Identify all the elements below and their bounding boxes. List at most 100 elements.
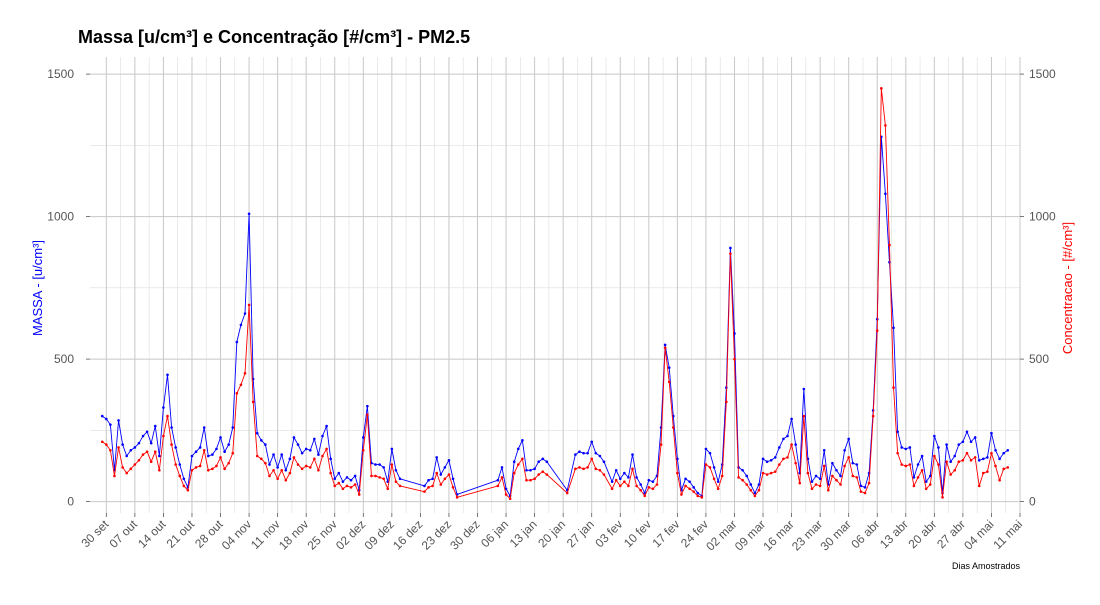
x-tick-label: 30 set (78, 517, 111, 550)
data-point-concentracao (198, 464, 202, 468)
data-point-massa (696, 491, 700, 495)
data-point-massa (227, 443, 230, 446)
data-point-concentracao (190, 468, 194, 472)
data-point-massa (223, 450, 226, 454)
data-point-concentracao (374, 474, 377, 478)
data-point-concentracao (986, 470, 989, 473)
data-point-concentracao (720, 474, 724, 478)
data-point-concentracao (920, 468, 924, 472)
data-point-massa (712, 466, 716, 469)
data-point-concentracao (292, 456, 296, 459)
data-point-concentracao (969, 458, 973, 462)
data-point-concentracao (333, 484, 337, 488)
data-point-massa (121, 443, 124, 446)
data-point-concentracao (325, 447, 328, 451)
x-tick-label: 04 mai (961, 517, 996, 552)
data-point-concentracao (149, 460, 153, 464)
x-tick-label: 16 dez (390, 517, 425, 552)
data-point-concentracao (105, 443, 108, 446)
data-point-concentracao (904, 464, 908, 468)
x-tick-label: 02 mar (703, 517, 739, 553)
data-point-concentracao (272, 468, 275, 472)
data-point-massa (835, 468, 838, 472)
y-tick-label-right: 1000 (1029, 210, 1056, 224)
data-point-massa (145, 430, 149, 434)
data-point-concentracao (639, 488, 642, 492)
data-point-concentracao (288, 471, 292, 475)
data-point-concentracao (867, 481, 871, 485)
data-point-massa (961, 440, 965, 444)
data-point-massa (313, 437, 316, 441)
data-point-massa (586, 451, 589, 455)
data-point-massa (802, 387, 806, 391)
data-point-massa (765, 460, 769, 464)
data-point-massa (953, 454, 957, 458)
data-point-concentracao (276, 477, 279, 481)
data-point-concentracao (941, 496, 944, 499)
data-point-concentracao (125, 471, 129, 475)
data-point-massa (623, 471, 626, 475)
data-point-massa (896, 430, 899, 434)
data-point-massa (280, 453, 284, 456)
data-point-massa (741, 468, 744, 472)
data-point-massa (782, 437, 785, 441)
data-point-concentracao (880, 87, 883, 90)
y-axis-label-right: Concentracao - [#/cm³] (1060, 222, 1075, 354)
data-point-massa (321, 434, 324, 438)
data-point-massa (125, 454, 129, 458)
data-point-massa (374, 463, 377, 466)
data-point-massa (300, 451, 304, 455)
x-tick-label: 03 fev (592, 517, 625, 550)
y-tick-label-left: 0 (67, 495, 74, 509)
data-point-concentracao (447, 473, 451, 476)
data-point-massa (451, 477, 455, 481)
data-point-massa (704, 447, 708, 451)
data-point-massa (512, 460, 516, 464)
data-point-concentracao (810, 487, 814, 491)
data-point-massa (345, 476, 349, 479)
data-point-massa (884, 192, 887, 196)
data-point-concentracao (773, 470, 777, 473)
data-point-concentracao (924, 487, 928, 491)
data-point-massa (973, 436, 977, 439)
data-point-concentracao (712, 477, 716, 481)
data-point-concentracao (500, 476, 504, 479)
data-point-concentracao (431, 484, 434, 488)
data-point-concentracao (504, 493, 508, 496)
data-point-massa (761, 457, 765, 461)
data-point-concentracao (378, 476, 381, 479)
x-tick-label: 09 dez (362, 517, 397, 552)
x-tick-label: 16 mar (760, 517, 796, 553)
data-point-massa (288, 457, 292, 461)
x-tick-label: 06 jan (478, 517, 511, 550)
data-point-concentracao (586, 466, 589, 469)
data-point-concentracao (835, 478, 838, 482)
y-tick-label-left: 1000 (47, 210, 74, 224)
data-point-concentracao (602, 473, 606, 476)
data-point-massa (190, 454, 194, 458)
data-point-concentracao (541, 470, 545, 473)
data-point-massa (304, 447, 308, 451)
x-tick-label: 27 abr (934, 517, 968, 551)
data-point-concentracao (304, 464, 308, 468)
data-point-concentracao (753, 494, 757, 498)
data-point-concentracao (814, 483, 818, 486)
data-point-massa (908, 446, 912, 449)
data-point-concentracao (565, 491, 569, 495)
data-point-massa (105, 417, 108, 421)
x-tick-label: 21 out (164, 517, 198, 551)
data-point-massa (957, 443, 961, 446)
data-point-concentracao (916, 476, 920, 479)
data-point-massa (716, 480, 720, 483)
data-point-concentracao (153, 450, 157, 454)
data-point-concentracao (129, 467, 133, 471)
data-point-concentracao (545, 473, 549, 476)
data-point-concentracao (329, 471, 332, 475)
data-point-concentracao (875, 329, 879, 332)
data-point-concentracao (651, 487, 655, 491)
x-tick-label: 09 mar (732, 517, 768, 553)
data-point-massa (235, 340, 239, 344)
data-point-concentracao (961, 458, 965, 462)
data-point-massa (920, 454, 924, 458)
data-point-concentracao (423, 490, 426, 493)
